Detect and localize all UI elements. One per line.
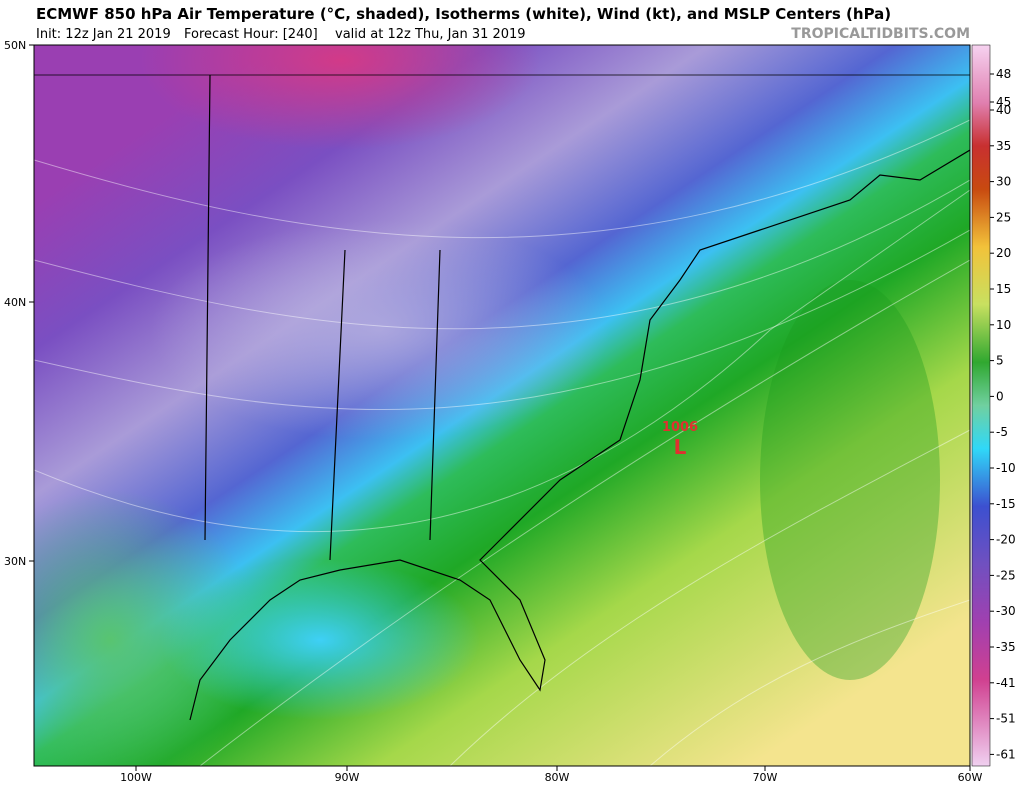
colorbar-label: 48	[996, 67, 1011, 81]
lon-label: 90W	[335, 771, 360, 784]
init-time: Init: 12z Jan 21 2019	[36, 27, 171, 42]
lon-label: 60W	[958, 771, 983, 784]
low-symbol: L	[674, 435, 687, 459]
colorbar-label: -61	[996, 747, 1016, 761]
colorbar-label: -30	[996, 604, 1016, 618]
colorbar-label: 40	[996, 103, 1011, 117]
pressure-value: 1006	[662, 420, 698, 435]
temperature-field	[34, 45, 970, 766]
colorbar-label: 10	[996, 318, 1011, 332]
colorbar-label: -5	[996, 425, 1008, 439]
colorbar-label: -35	[996, 640, 1016, 654]
colorbar-label: 15	[996, 282, 1011, 296]
colorbar-label: 25	[996, 210, 1011, 224]
lon-label: 80W	[545, 771, 570, 784]
colorbar-label: -41	[996, 676, 1016, 690]
colorbar-label: -15	[996, 497, 1016, 511]
colorbar-label: 30	[996, 175, 1011, 189]
colorbar-label: -25	[996, 568, 1016, 582]
lon-label: 100W	[120, 771, 152, 784]
isotherms	[34, 119, 970, 766]
colorbar-label: 45	[996, 95, 1011, 109]
valid-time: valid at 12z Thu, Jan 31 2019	[335, 27, 526, 42]
colorbar-label: 5	[996, 354, 1004, 368]
colorbar-label: -10	[996, 461, 1016, 475]
title: ECMWF 850 hPa Air Temperature (°C, shade…	[36, 5, 891, 23]
forecast-hour: Forecast Hour: [240]	[184, 27, 318, 42]
colorbar-label: 20	[996, 246, 1011, 260]
site-name: TROPICALTIDBITS.COM	[791, 26, 970, 42]
lat-label: 30N	[4, 555, 26, 568]
colorbar-label: 35	[996, 139, 1011, 153]
lat-label: 50N	[4, 39, 26, 52]
lat-label: 40N	[4, 296, 26, 309]
colorbar-label: -20	[996, 533, 1016, 547]
coastlines	[34, 74, 970, 721]
colorbar-label: 0	[996, 389, 1004, 403]
colorbar-label: -51	[996, 712, 1016, 726]
lon-label: 70W	[753, 771, 778, 784]
colorbar	[971, 44, 991, 767]
